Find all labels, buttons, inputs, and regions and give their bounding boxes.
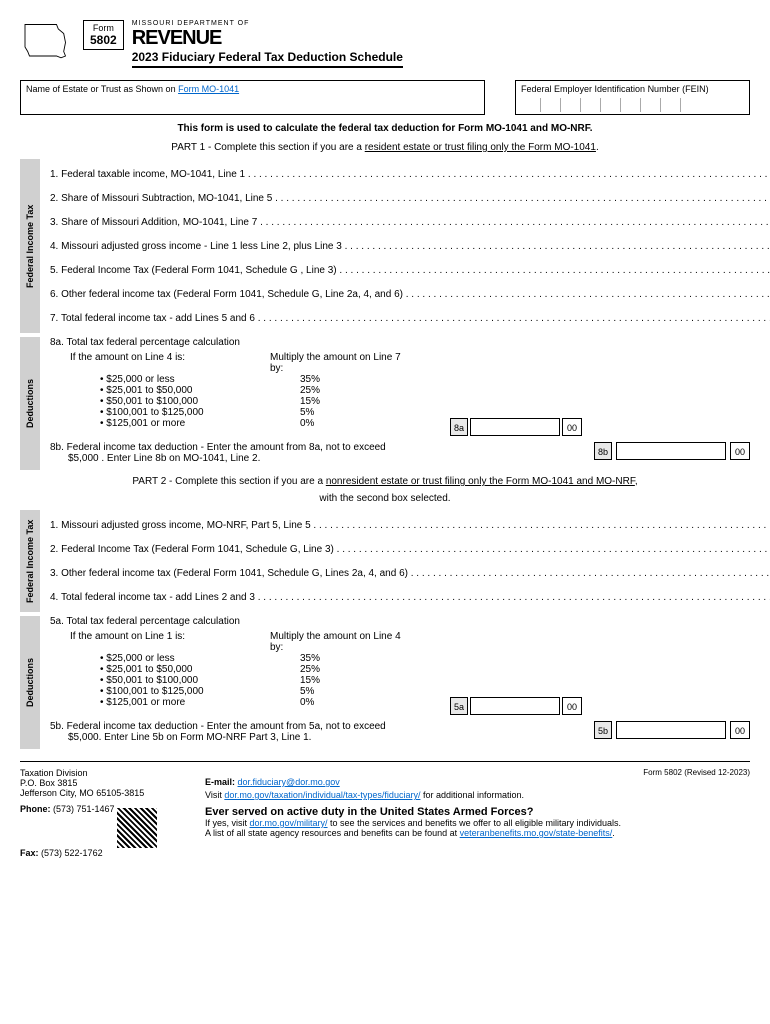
part1-heading: PART 1 - Complete this section if you ar… bbox=[20, 142, 750, 153]
po-box: P.O. Box 3815 bbox=[20, 778, 190, 788]
line4-label: 4. Missouri adjusted gross income - Line… bbox=[50, 241, 770, 252]
form-revision: Form 5802 (Revised 12-2023) bbox=[205, 768, 750, 777]
calc-r4a: • $125,001 or more bbox=[100, 418, 300, 436]
calc-r3a: • $100,001 to $125,000 bbox=[100, 407, 300, 418]
if-label2: If the amount on Line 1 is: bbox=[70, 631, 270, 653]
deductions1-section: Deductions 8a. Total tax federal percent… bbox=[20, 337, 750, 470]
if-label: If the amount on Line 4 is: bbox=[70, 352, 270, 374]
form-header: Form 5802 MISSOURI DEPARTMENT OF REVENUE… bbox=[20, 20, 750, 68]
fein-cells[interactable] bbox=[521, 98, 744, 112]
part2-sub: with the second box selected. bbox=[20, 493, 750, 504]
revenue-label: REVENUE bbox=[132, 27, 403, 50]
benefits-link[interactable]: veteranbenefits.mo.gov/state-benefits/ bbox=[460, 828, 613, 838]
name-label: Name of Estate or Trust as Shown on bbox=[26, 84, 178, 94]
part2-heading: PART 2 - Complete this section if you ar… bbox=[20, 476, 750, 487]
calc-r1p: 25% bbox=[300, 385, 440, 396]
part2-lines: 1. Missouri adjusted gross income, MO-NR… bbox=[40, 510, 770, 612]
intro-text: This form is used to calculate the feder… bbox=[20, 123, 750, 134]
military-question: Ever served on active duty in the United… bbox=[205, 806, 750, 818]
fax: (573) 522-1762 bbox=[41, 848, 103, 858]
mo1041-link[interactable]: Form MO-1041 bbox=[178, 84, 239, 94]
line6-label: 6. Other federal income tax (Federal For… bbox=[50, 289, 770, 300]
mult-label: Multiply the amount on Line 7 by: bbox=[270, 352, 410, 374]
form-number: 5802 bbox=[90, 33, 117, 47]
line5b-input[interactable] bbox=[616, 721, 726, 739]
line8b-num: 8b bbox=[594, 442, 612, 460]
email-label: E-mail: bbox=[205, 777, 235, 787]
line5b-label: 5b. Federal income tax deduction - Enter… bbox=[50, 721, 590, 743]
mult-label2: Multiply the amount on Line 4 by: bbox=[270, 631, 410, 653]
deductions2-section: Deductions 5a. Total tax federal percent… bbox=[20, 616, 750, 749]
line2-label: 2. Share of Missouri Subtraction, MO-104… bbox=[50, 193, 770, 204]
calc-table-1: If the amount on Line 4 is:Multiply the … bbox=[70, 352, 750, 436]
line8a-input[interactable] bbox=[470, 418, 560, 436]
part1-section: Federal Income Tax 1. Federal taxable in… bbox=[20, 159, 750, 333]
dept-label: MISSOURI DEPARTMENT OF bbox=[132, 20, 403, 27]
p2-line2-label: 2. Federal Income Tax (Federal Form 1041… bbox=[50, 544, 770, 555]
line5a-label: 5a. Total tax federal percentage calcula… bbox=[50, 616, 750, 627]
email-link[interactable]: dor.fiduciary@dor.mo.gov bbox=[238, 777, 340, 787]
line8b-input[interactable] bbox=[616, 442, 726, 460]
line5b-num: 5b bbox=[594, 721, 612, 739]
line5a-input[interactable] bbox=[470, 697, 560, 715]
line8a-num: 8a bbox=[450, 418, 468, 436]
missouri-outline-icon bbox=[20, 20, 75, 65]
ded1-lines: 8a. Total tax federal percentage calcula… bbox=[40, 337, 750, 470]
fein-label: Federal Employer Identification Number (… bbox=[521, 84, 744, 94]
form-number-box: Form 5802 bbox=[83, 20, 124, 50]
ded2-lines: 5a. Total tax federal percentage calcula… bbox=[40, 616, 750, 749]
part2-vlabel: Federal Income Tax bbox=[20, 510, 40, 612]
line5a-num: 5a bbox=[450, 697, 468, 715]
p2-line1-label: 1. Missouri adjusted gross income, MO-NR… bbox=[50, 520, 770, 531]
line1-label: 1. Federal taxable income, MO-1041, Line… bbox=[50, 169, 770, 180]
footer-address: Taxation Division P.O. Box 3815 Jefferso… bbox=[20, 768, 190, 858]
tax-division: Taxation Division bbox=[20, 768, 190, 778]
form-title: 2023 Fiduciary Federal Tax Deduction Sch… bbox=[132, 50, 403, 68]
calc-r1a: • $25,001 to $50,000 bbox=[100, 385, 300, 396]
fax-label: Fax: bbox=[20, 848, 39, 858]
calc-table-2: If the amount on Line 1 is:Multiply the … bbox=[70, 631, 750, 715]
phone: (573) 751-1467 bbox=[53, 804, 115, 814]
fein-box[interactable]: Federal Employer Identification Number (… bbox=[515, 80, 750, 115]
calc-r2p: 15% bbox=[300, 396, 440, 407]
p2-line3-label: 3. Other federal income tax (Federal For… bbox=[50, 568, 770, 579]
p2-line4-label: 4. Total federal income tax - add Lines … bbox=[50, 592, 770, 603]
part1-lines: 1. Federal taxable income, MO-1041, Line… bbox=[40, 159, 770, 333]
footer-info: Form 5802 (Revised 12-2023) E-mail: dor.… bbox=[205, 768, 750, 858]
line7-label: 7. Total federal income tax - add Lines … bbox=[50, 313, 770, 324]
visit-link[interactable]: dor.mo.gov/taxation/individual/tax-types… bbox=[224, 790, 420, 800]
calc-r3p: 5% bbox=[300, 407, 440, 418]
military-link[interactable]: dor.mo.gov/military/ bbox=[250, 818, 328, 828]
line8b-label: 8b. Federal income tax deduction - Enter… bbox=[50, 442, 590, 464]
part2-section: Federal Income Tax 1. Missouri adjusted … bbox=[20, 510, 750, 612]
qr-code-icon bbox=[117, 808, 157, 848]
phone-label: Phone: bbox=[20, 804, 51, 814]
line5-label: 5. Federal Income Tax (Federal Form 1041… bbox=[50, 265, 770, 276]
name-fein-row: Name of Estate or Trust as Shown on Form… bbox=[20, 80, 750, 115]
calc-r2a: • $50,001 to $100,000 bbox=[100, 396, 300, 407]
ded2-vlabel: Deductions bbox=[20, 616, 40, 749]
part1-vlabel: Federal Income Tax bbox=[20, 159, 40, 333]
line8a-label: 8a. Total tax federal percentage calcula… bbox=[50, 337, 750, 348]
footer: Taxation Division P.O. Box 3815 Jefferso… bbox=[20, 761, 750, 858]
form-label: Form bbox=[90, 23, 117, 33]
line3-label: 3. Share of Missouri Addition, MO-1041, … bbox=[50, 217, 770, 228]
name-box[interactable]: Name of Estate or Trust as Shown on Form… bbox=[20, 80, 485, 115]
calc-r4p: 0% bbox=[300, 418, 440, 436]
city-zip: Jefferson City, MO 65105-3815 bbox=[20, 788, 190, 798]
calc-r0a: • $25,000 or less bbox=[100, 374, 300, 385]
ded1-vlabel: Deductions bbox=[20, 337, 40, 470]
title-block: MISSOURI DEPARTMENT OF REVENUE 2023 Fidu… bbox=[132, 20, 403, 68]
calc-r0p: 35% bbox=[300, 374, 440, 385]
